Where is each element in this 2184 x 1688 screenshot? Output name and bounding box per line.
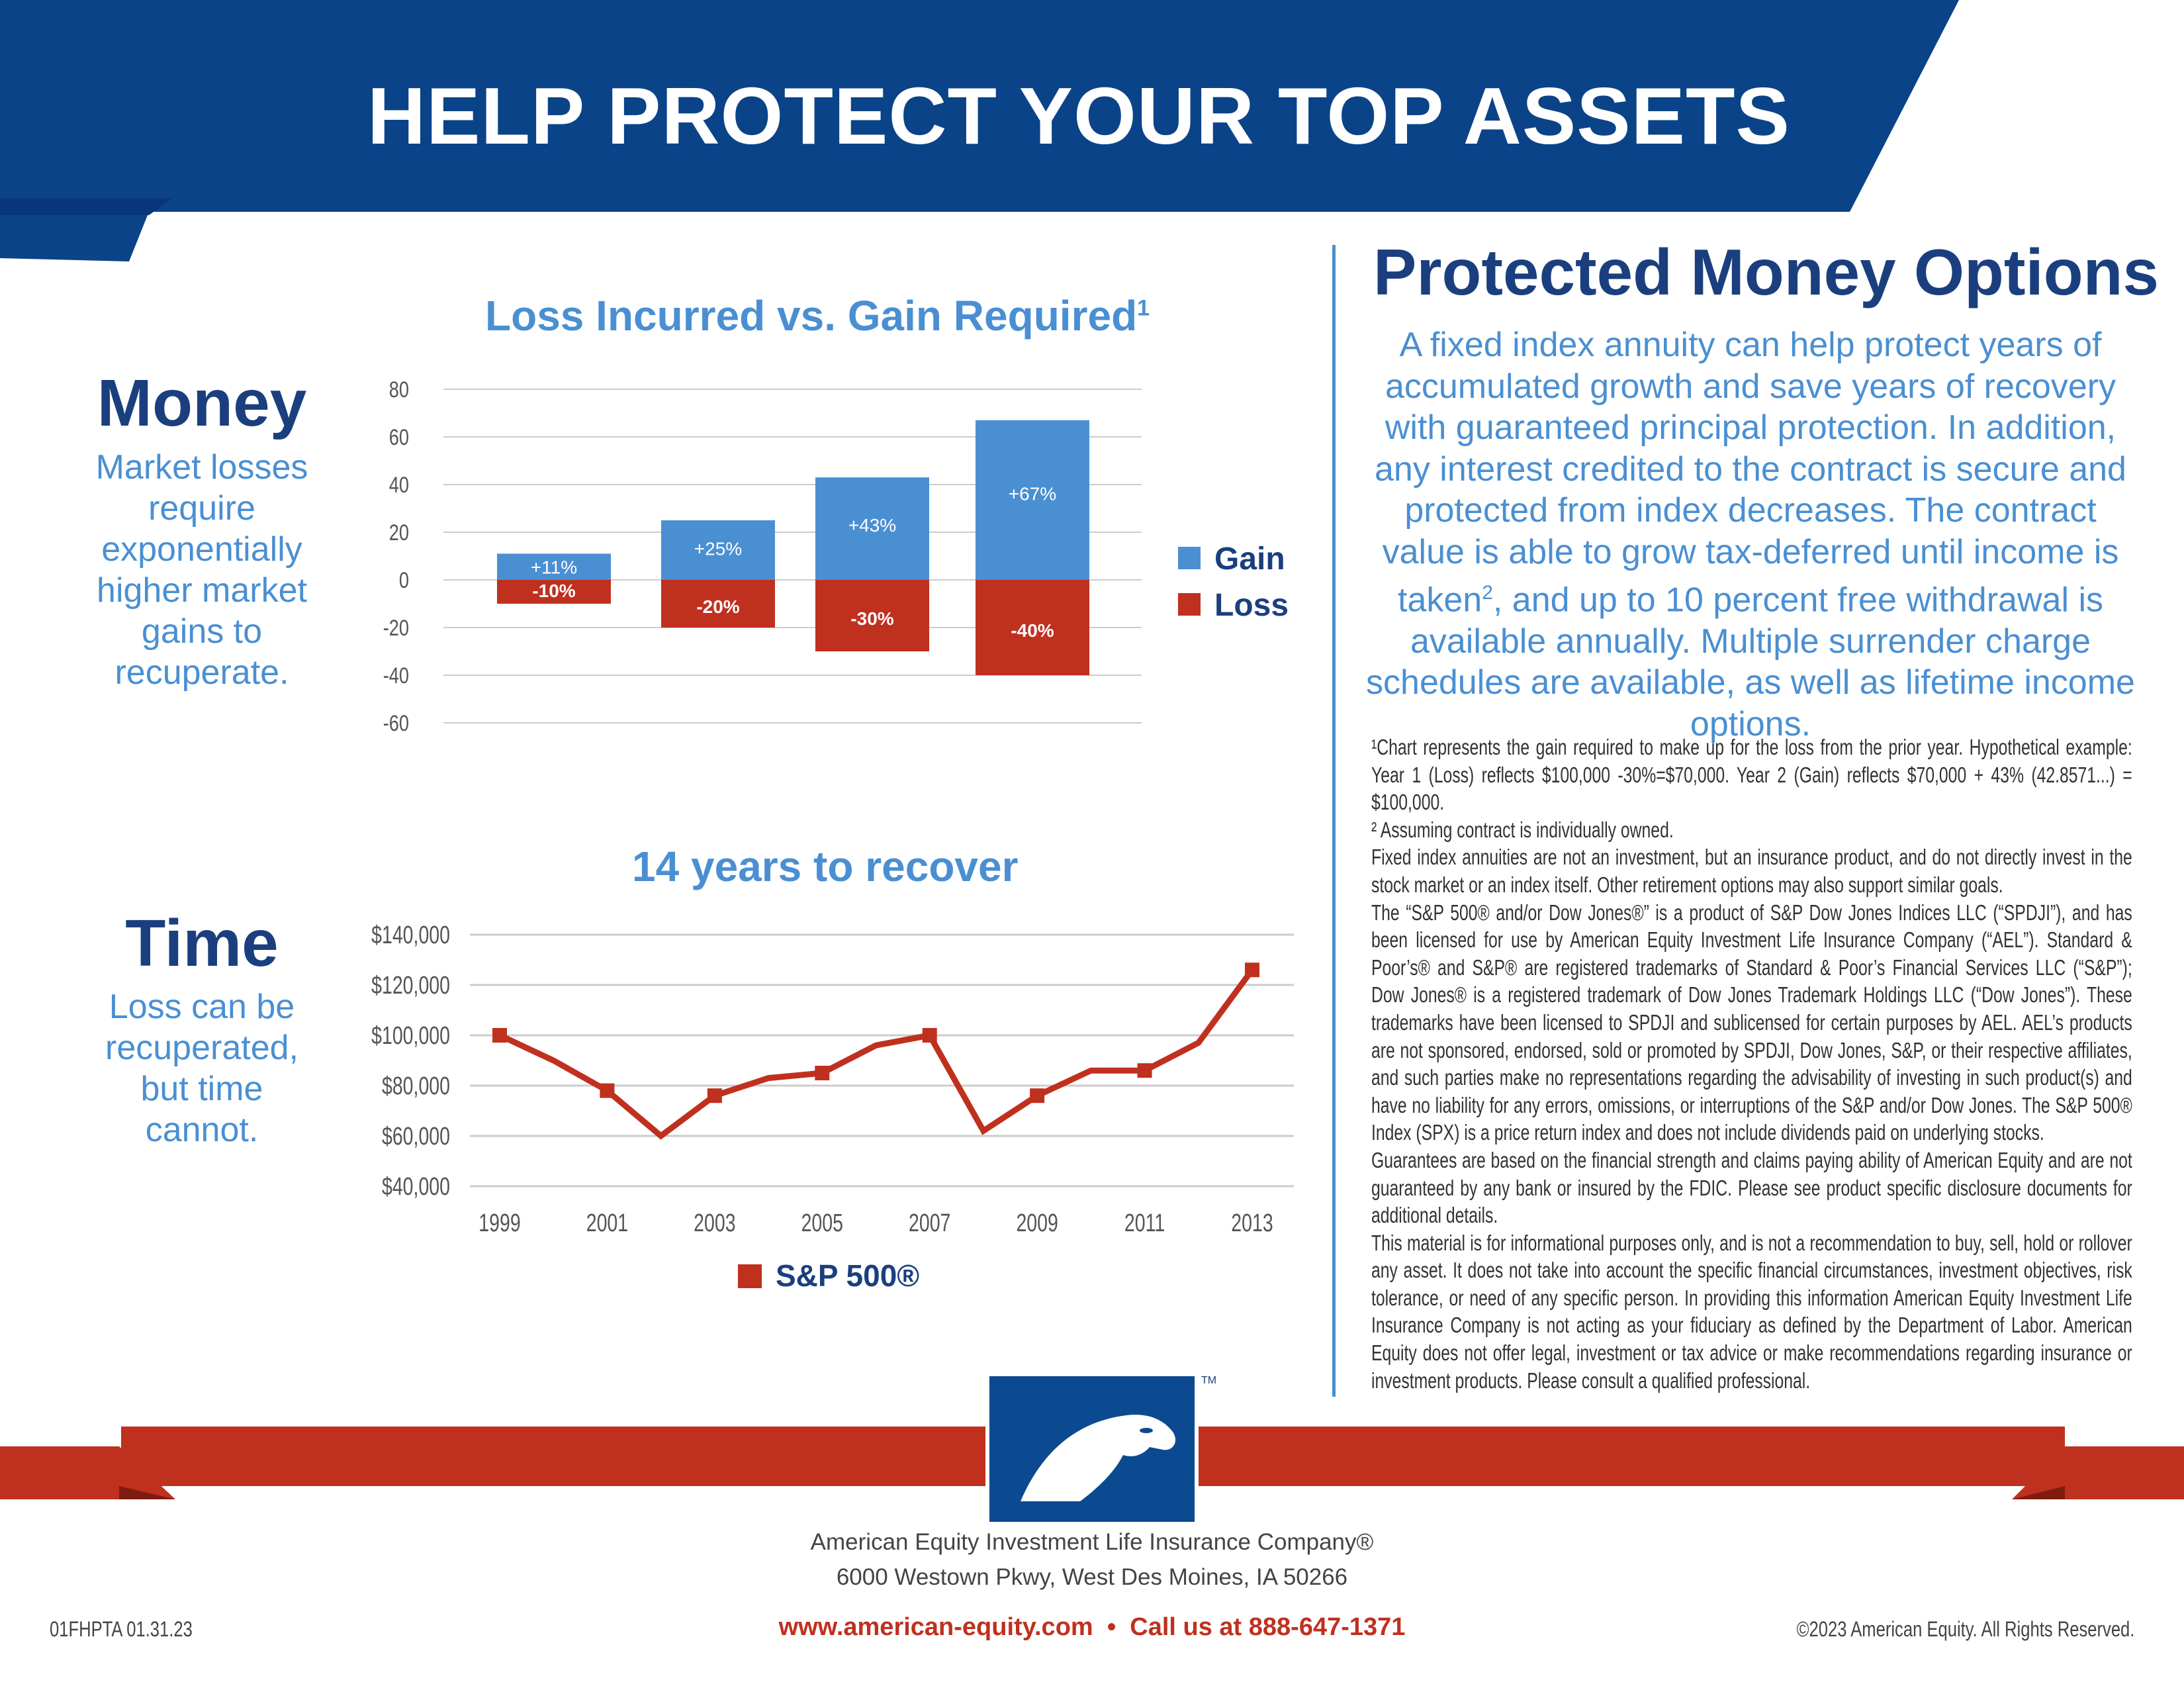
x-tick-label: 1999	[478, 1209, 520, 1237]
x-tick-label: 2003	[694, 1209, 735, 1237]
protected-money-paragraph: A fixed index annuity can help protect y…	[1366, 326, 2135, 743]
data-label: +67%	[1009, 483, 1056, 504]
series-line	[498, 968, 1255, 1140]
line-chart-title: 14 years to recover	[632, 843, 1019, 890]
data-label: +25%	[694, 539, 742, 559]
x-tick-label: 2005	[801, 1209, 843, 1237]
y-tick-label: $60,000	[382, 1123, 450, 1150]
data-point	[1030, 1088, 1045, 1103]
logo: TM	[985, 1372, 1216, 1526]
data-label: +11%	[531, 557, 577, 577]
data-label: +43%	[848, 515, 896, 536]
y-tick-label: 80	[389, 377, 409, 402]
data-point	[492, 1028, 507, 1043]
bar-gain	[661, 520, 775, 580]
money-heading: Money	[97, 366, 307, 440]
data-label: -30%	[850, 608, 893, 629]
x-tick-label: 2009	[1016, 1209, 1058, 1237]
legend-label: Gain	[1214, 541, 1285, 577]
bar-gain	[497, 553, 611, 580]
company-address: 6000 Westown Pkwy, West Des Moines, IA 5…	[836, 1564, 1348, 1590]
phone-link[interactable]: Call us at 888-647-1371	[1130, 1613, 1406, 1641]
bar-gain	[815, 477, 929, 580]
bar-loss	[815, 580, 929, 651]
data-label: -20%	[696, 596, 739, 617]
data-point	[1245, 962, 1259, 978]
time-heading: Time	[125, 906, 279, 980]
note: The “S&P 500® and/or Dow Jones®” is a pr…	[1371, 900, 2132, 1145]
contact-line: www.american-equity.com • Call us at 888…	[0, 1613, 2184, 1642]
y-tick-label: $120,000	[371, 972, 450, 1000]
svg-text:TM: TM	[1201, 1375, 1216, 1386]
y-tick-label: 40	[389, 472, 409, 498]
eagle-icon	[1021, 1415, 1176, 1501]
divider	[1332, 245, 1336, 1397]
bar-loss	[661, 580, 775, 628]
note: ² Assuming contract is individually owne…	[1371, 817, 1674, 842]
data-point	[922, 1028, 937, 1043]
disclosures: ¹Chart represents the gain required to m…	[1371, 733, 2132, 1394]
x-tick-label: 2007	[909, 1209, 950, 1237]
data-point	[1137, 1063, 1152, 1078]
data-point	[707, 1088, 722, 1103]
bar-chart: 80 60 40 20 0 -20 -40 -60 +11% +25% +43% +67% -10% -2…	[383, 377, 1289, 736]
y-tick-label: $140,000	[371, 921, 450, 949]
note: ¹Chart represents the gain required to m…	[1371, 735, 2132, 815]
bar-loss	[976, 580, 1089, 675]
x-tick-label: 2011	[1124, 1209, 1165, 1237]
legend-label: S&P 500®	[776, 1258, 919, 1293]
data-label: -10%	[532, 581, 575, 601]
page-title: HELP PROTECT YOUR TOP ASSETS	[367, 71, 1790, 161]
header-banner	[0, 0, 1959, 261]
y-tick-label: -20	[383, 615, 409, 641]
legend-swatch	[1178, 547, 1201, 569]
legend-swatch	[738, 1264, 762, 1288]
document-code: 01FHPTA 01.31.23	[50, 1617, 193, 1641]
copyright: ©2023 American Equity. All Rights Reserv…	[1796, 1617, 2134, 1641]
y-tick-label: 20	[389, 520, 409, 545]
protected-money-heading: Protected Money Options	[1373, 236, 2160, 308]
line-chart: $140,000 $120,000 $100,000 $80,000 $60,000 $4…	[371, 921, 1294, 1293]
company-name: American Equity Investment Life Insuranc…	[810, 1529, 1374, 1555]
data-point	[600, 1083, 615, 1098]
website-link[interactable]: www.american-equity.com	[778, 1613, 1093, 1641]
legend-label: Loss	[1214, 588, 1289, 623]
y-tick-label: -60	[383, 710, 409, 736]
time-text: Loss can be recuperated, but time cannot…	[105, 988, 298, 1149]
separator: •	[1107, 1613, 1116, 1641]
x-tick-label: 2013	[1231, 1209, 1273, 1237]
bar-chart-title: Loss Incurred vs. Gain Required1	[485, 292, 1150, 340]
y-tick-label: $100,000	[371, 1022, 450, 1050]
y-tick-label: $40,000	[382, 1173, 450, 1201]
data-label: -40%	[1011, 620, 1054, 641]
y-tick-label: $80,000	[382, 1072, 450, 1100]
data-point	[815, 1066, 830, 1080]
money-text: Market losses require exponentially high…	[95, 448, 308, 692]
legend-swatch	[1178, 593, 1201, 616]
note: Fixed index annuities are not an investm…	[1371, 845, 2132, 897]
y-tick-label: 0	[399, 567, 409, 593]
note: This material is for informational purpo…	[1371, 1230, 2132, 1393]
note: Guarantees are based on the financial st…	[1371, 1147, 2132, 1228]
bar-gain	[976, 420, 1089, 580]
x-tick-label: 2001	[586, 1209, 628, 1237]
bar-loss	[497, 580, 611, 604]
y-tick-label: 60	[389, 424, 409, 450]
y-tick-label: -40	[383, 663, 409, 688]
